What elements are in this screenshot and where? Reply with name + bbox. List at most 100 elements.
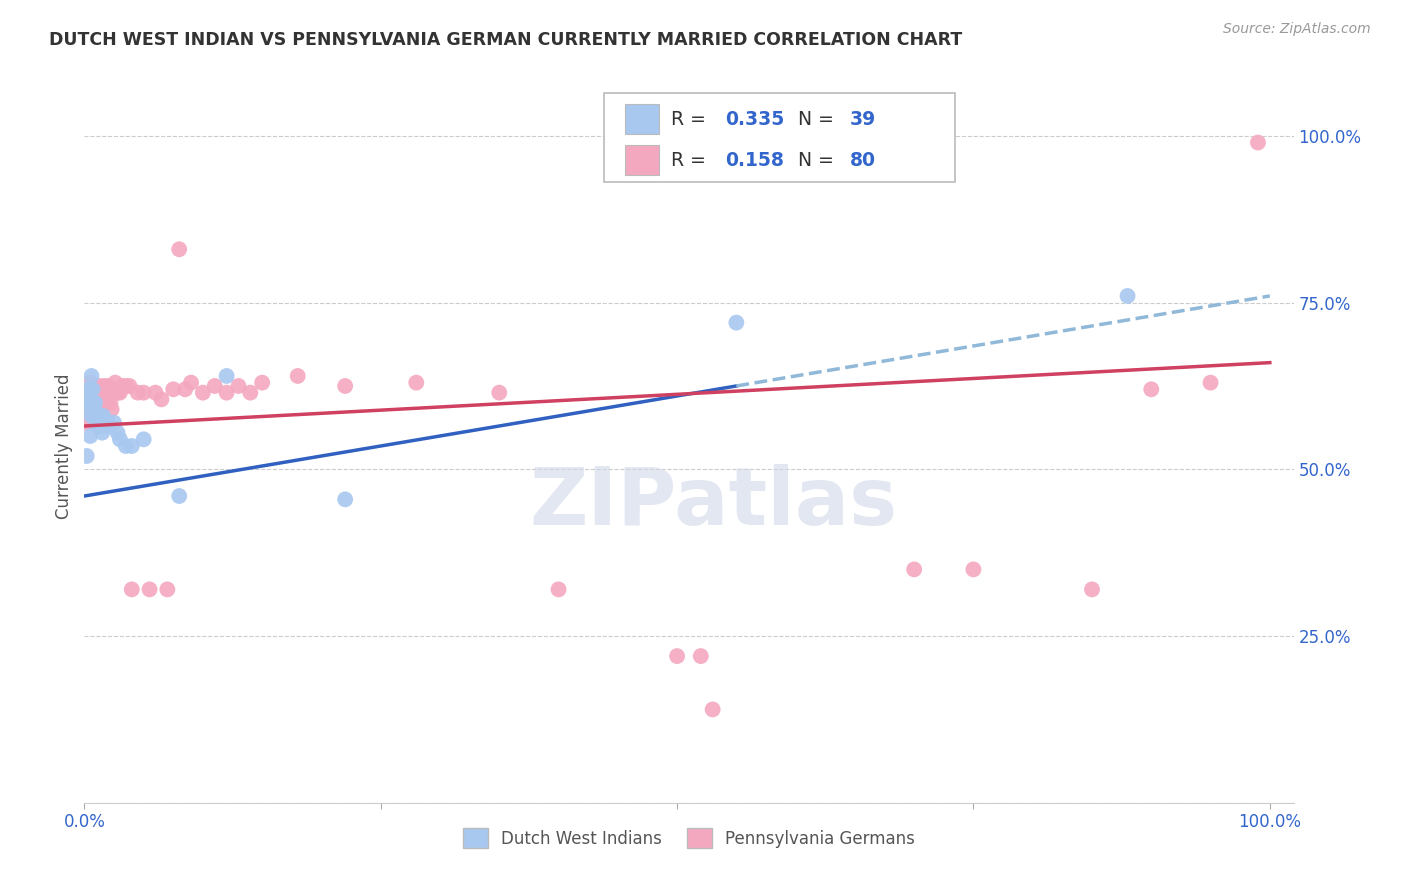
Point (180, 376, 202, 390)
Point (132, 385, 155, 400)
Point (111, 379, 134, 393)
FancyBboxPatch shape (624, 104, 659, 135)
Y-axis label: Currently Married: Currently Married (55, 373, 73, 519)
Point (138, 582, 160, 597)
Point (156, 582, 179, 597)
Point (77, 402, 100, 417)
Point (1116, 289, 1139, 303)
Point (84, 412, 107, 426)
Point (76, 449, 98, 463)
Point (94, 419, 117, 434)
Point (666, 649, 689, 664)
Point (702, 702, 724, 716)
Point (1140, 382, 1163, 396)
Point (725, 316, 748, 330)
Point (97, 416, 120, 430)
Point (104, 376, 127, 390)
Point (91, 425, 114, 440)
Point (228, 379, 250, 393)
Text: N =: N = (797, 151, 839, 169)
Point (103, 416, 125, 430)
Point (82, 382, 104, 396)
Point (98, 389, 121, 403)
Point (86, 412, 108, 426)
Point (77, 382, 100, 396)
Point (150, 392, 173, 407)
Point (547, 582, 569, 597)
Point (121, 582, 143, 597)
Point (84, 409, 107, 423)
Point (115, 379, 138, 393)
Legend: Dutch West Indians, Pennsylvania Germans: Dutch West Indians, Pennsylvania Germans (456, 822, 922, 855)
Point (79, 389, 101, 403)
Point (96, 392, 118, 407)
Point (1247, 136, 1270, 150)
Point (90, 395, 112, 409)
Text: 0.335: 0.335 (725, 110, 785, 128)
Point (80, 402, 103, 417)
Point (82, 392, 104, 407)
Point (962, 562, 984, 576)
Point (191, 385, 214, 400)
Point (108, 433, 131, 447)
Point (84, 392, 107, 407)
Point (83, 395, 105, 409)
Point (100, 395, 122, 409)
Point (115, 439, 138, 453)
Text: ZIPatlas: ZIPatlas (529, 464, 897, 542)
Point (77, 395, 100, 409)
Text: 0.158: 0.158 (725, 151, 785, 169)
Point (162, 382, 184, 396)
Point (84, 395, 107, 409)
Point (80, 389, 103, 403)
Point (84, 409, 107, 423)
Point (82, 395, 104, 409)
FancyBboxPatch shape (624, 145, 659, 176)
Point (108, 385, 131, 400)
Point (87, 389, 110, 403)
Point (127, 385, 149, 400)
Point (89, 379, 111, 393)
Point (215, 385, 238, 400)
Point (132, 433, 155, 447)
Point (89, 419, 111, 434)
Point (91, 409, 114, 423)
Point (107, 425, 129, 440)
Point (91, 382, 114, 396)
Point (84, 406, 107, 420)
Point (100, 402, 122, 417)
Point (94, 382, 117, 396)
Point (405, 376, 427, 390)
Text: Source: ZipAtlas.com: Source: ZipAtlas.com (1223, 22, 1371, 37)
Point (83, 409, 105, 423)
Point (79, 429, 101, 443)
Point (80, 368, 103, 383)
Point (76, 416, 98, 430)
Point (80, 409, 103, 423)
Point (250, 376, 273, 390)
Point (84, 382, 107, 396)
Point (83, 385, 105, 400)
Point (145, 385, 167, 400)
Point (91, 392, 114, 407)
Point (87, 419, 110, 434)
Point (97, 379, 120, 393)
Point (76, 395, 98, 409)
Point (79, 376, 101, 390)
Point (118, 379, 141, 393)
Point (215, 368, 238, 383)
Point (79, 402, 101, 417)
Point (84, 395, 107, 409)
Point (103, 382, 125, 396)
Point (167, 489, 190, 503)
Point (87, 409, 110, 423)
FancyBboxPatch shape (605, 93, 955, 182)
Point (86, 385, 108, 400)
Point (204, 379, 226, 393)
Point (77, 382, 100, 396)
Point (333, 492, 356, 507)
Point (903, 562, 925, 576)
Point (167, 242, 190, 256)
Point (83, 395, 105, 409)
Text: N =: N = (797, 110, 839, 128)
